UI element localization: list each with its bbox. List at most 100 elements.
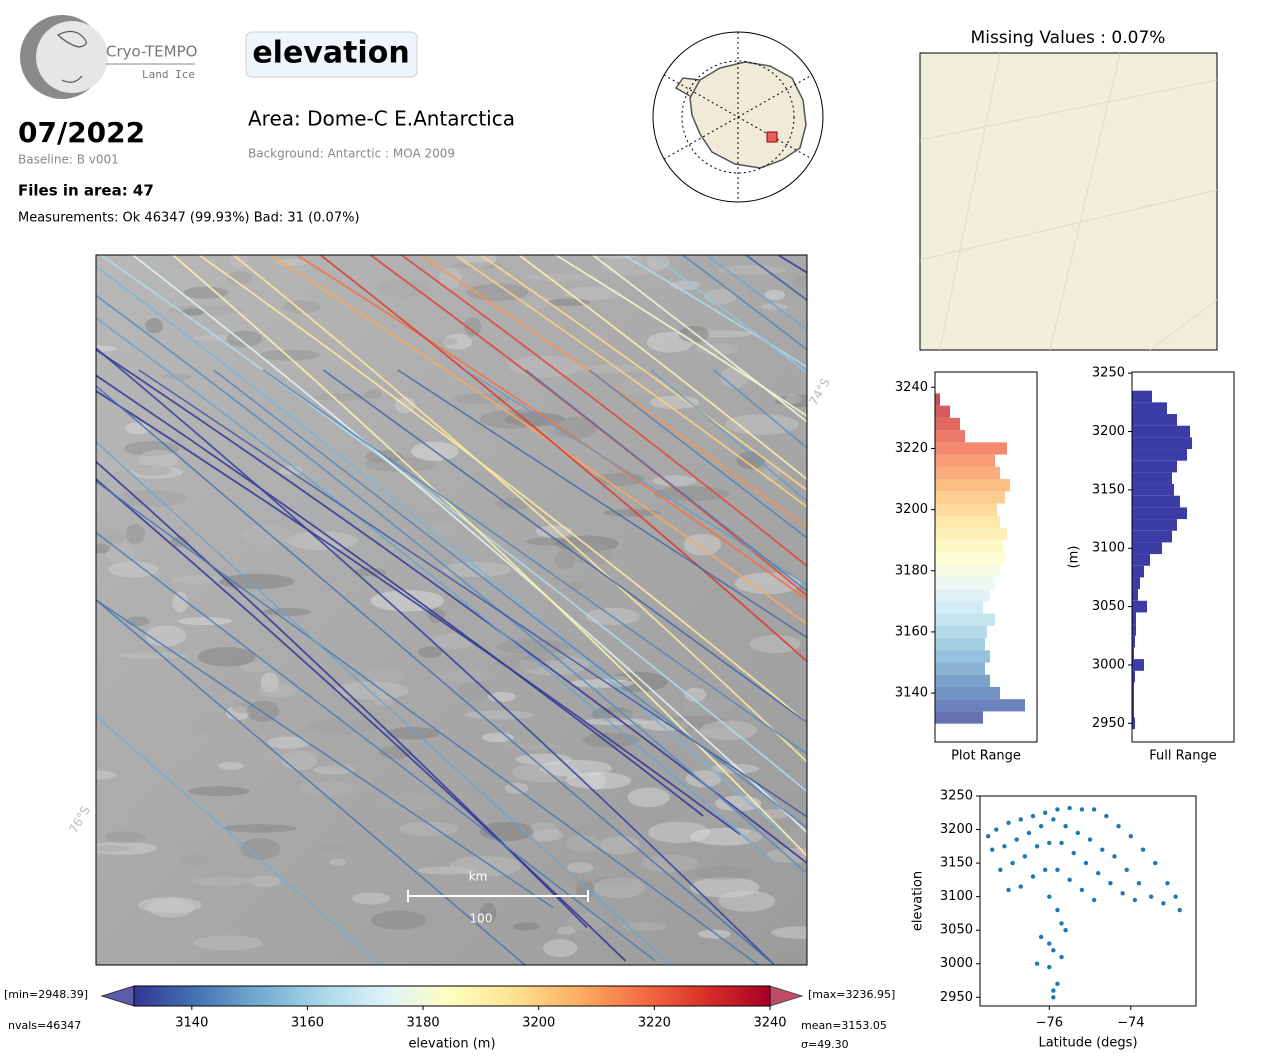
- y-tick-label: 3100: [1092, 541, 1125, 556]
- map-texture: [183, 286, 229, 299]
- map-texture: [720, 367, 749, 389]
- colorbar-extend-high: [769, 985, 804, 1007]
- scatter-point: [1087, 837, 1093, 842]
- map-texture: [172, 592, 189, 613]
- track: [96, 598, 527, 965]
- map-texture: [749, 634, 801, 654]
- scatter-point: [994, 827, 999, 832]
- histogram-bar: [935, 601, 983, 614]
- map-texture: [138, 896, 203, 914]
- map-texture: [267, 736, 310, 749]
- map-texture: [565, 834, 601, 852]
- scatter-point: [1038, 823, 1044, 829]
- scatter-point: [1018, 817, 1023, 822]
- map-texture: [764, 289, 786, 301]
- map-texture: [287, 531, 358, 551]
- histogram-bar: [1132, 519, 1177, 531]
- map-texture: [379, 793, 441, 811]
- baseline: Baseline: B v001: [18, 153, 119, 167]
- scatter-point: [1055, 981, 1060, 987]
- scatter-point: [1165, 881, 1170, 886]
- map-texture: [238, 748, 302, 760]
- map-texture: [689, 827, 763, 846]
- map-texture: [664, 715, 730, 730]
- map-texture: [718, 890, 776, 912]
- scatter-point: [1136, 881, 1142, 886]
- track: [197, 255, 807, 724]
- histogram-bar: [935, 466, 1000, 480]
- map-texture: [145, 318, 164, 334]
- histogram-bar: [1132, 484, 1174, 496]
- map-texture: [212, 677, 264, 696]
- track: [213, 369, 807, 829]
- map-texture: [240, 662, 272, 673]
- y-tick-label: 3250: [940, 789, 973, 804]
- map-texture: [648, 821, 710, 844]
- map-texture: [583, 718, 650, 726]
- map-texture: [386, 727, 440, 740]
- map-texture: [241, 525, 294, 546]
- colorbar-tick-label: 3240: [753, 1016, 786, 1031]
- y-tick-label: 3200: [1092, 424, 1125, 439]
- colorbar-tick-label: 3220: [638, 1016, 671, 1031]
- logo-subtitle: Land Ice: [142, 68, 195, 81]
- inset-map: [652, 31, 824, 203]
- scatter-point: [1014, 837, 1019, 842]
- histogram-bar: [1132, 542, 1162, 555]
- histogram-bar: [935, 589, 990, 602]
- map-area: [96, 255, 807, 965]
- logo-land: [56, 30, 87, 83]
- map-texture: [363, 667, 404, 683]
- scatter-point: [1010, 860, 1015, 866]
- histogram-bar: [935, 552, 1005, 565]
- histogram-bar: [1132, 507, 1187, 520]
- measurements: Measurements: Ok 46347 (99.93%) Bad: 31 …: [18, 211, 360, 226]
- y-tick-label: 3000: [940, 956, 973, 971]
- histogram-bar: [1132, 437, 1192, 450]
- track: [171, 255, 807, 858]
- map-texture: [646, 331, 694, 353]
- histogram-bar: [935, 491, 1005, 504]
- map-texture: [188, 786, 250, 797]
- map-texture: [555, 535, 619, 553]
- y-tick-label: 3160: [895, 624, 928, 639]
- histogram-bar: [1132, 402, 1167, 415]
- scatter-point: [1059, 840, 1064, 846]
- scatter-point: [1063, 823, 1068, 829]
- map-texture: [104, 831, 147, 844]
- map-texture: [683, 687, 707, 702]
- track: [262, 369, 807, 755]
- x-tick-label: −74: [1117, 1016, 1144, 1031]
- y-tick-label: 3200: [895, 502, 928, 517]
- map-texture: [96, 845, 132, 852]
- map-texture: [324, 763, 370, 770]
- scatter-point: [1059, 921, 1064, 926]
- track: [96, 374, 704, 817]
- map-texture: [96, 770, 117, 780]
- histogram-bar: [1132, 449, 1187, 461]
- map-texture: [574, 364, 644, 374]
- map-texture: [108, 561, 159, 578]
- scatter-point: [1051, 995, 1056, 1000]
- map-texture: [539, 759, 613, 777]
- map-texture: [542, 939, 578, 958]
- map-texture: [481, 732, 514, 743]
- track: [318, 255, 807, 663]
- map-texture: [226, 270, 253, 286]
- map-texture: [459, 680, 490, 702]
- map-texture: [417, 866, 475, 875]
- map-texture: [181, 854, 211, 866]
- map-texture: [378, 279, 429, 298]
- map-texture: [133, 464, 172, 476]
- track: [96, 384, 776, 965]
- map-texture: [696, 343, 740, 355]
- scatter-point: [1079, 887, 1085, 893]
- y-tick-label: 3220: [895, 441, 928, 456]
- map-texture: [479, 902, 497, 925]
- map-texture: [262, 607, 311, 616]
- map-texture: [96, 345, 117, 352]
- scatter-point: [1067, 805, 1072, 811]
- y-tick-label: 3200: [940, 822, 973, 837]
- scatter-point: [1059, 954, 1064, 960]
